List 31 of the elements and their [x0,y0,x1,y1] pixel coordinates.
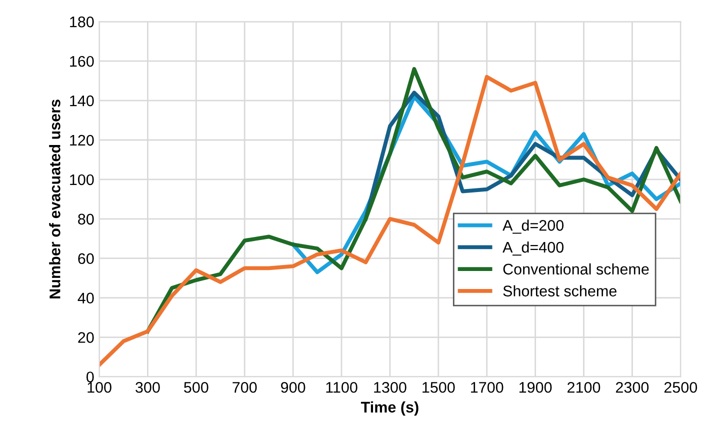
y-tick-label: 40 [78,292,94,304]
x-tick-label: 900 [281,382,306,393]
x-tick-label: 1300 [374,382,406,393]
x-tick-label: 1700 [471,382,504,393]
x-tick-label: 2100 [568,382,600,393]
x-tick-label: 1100 [326,382,358,393]
y-tick-label: 100 [70,174,94,186]
x-tick-label: 1500 [422,382,455,393]
y-tick-label: 160 [70,56,94,67]
line-series [99,74,681,367]
line-series [146,67,681,334]
y-tick-label: 140 [70,95,94,106]
y-axis-title: Number of evacuated users [49,100,60,298]
y-tick-label: 180 [70,16,94,28]
x-tick-label: 300 [136,382,160,393]
y-tick-label: 80 [78,214,94,225]
legend-label: A_d=400 [502,241,564,256]
legend-label: Shortest scheme [503,285,616,296]
legend-label: Conventional scheme [503,263,649,275]
y-tick-label: 60 [78,253,94,264]
legend-label: A_d=200 [502,220,564,234]
x-axis-title: Time (s) [360,401,418,416]
x-tick-label: 700 [232,382,257,393]
x-tick-label: 2300 [616,382,649,393]
y-tick-label: 20 [78,332,94,343]
x-tick-label: 100 [88,382,112,393]
x-tick-label: 2500 [664,382,698,393]
y-tick-label: 0 [86,372,94,382]
y-tick-label: 120 [70,134,94,146]
x-tick-label: 1900 [519,382,552,393]
x-tick-label: 500 [184,382,208,393]
